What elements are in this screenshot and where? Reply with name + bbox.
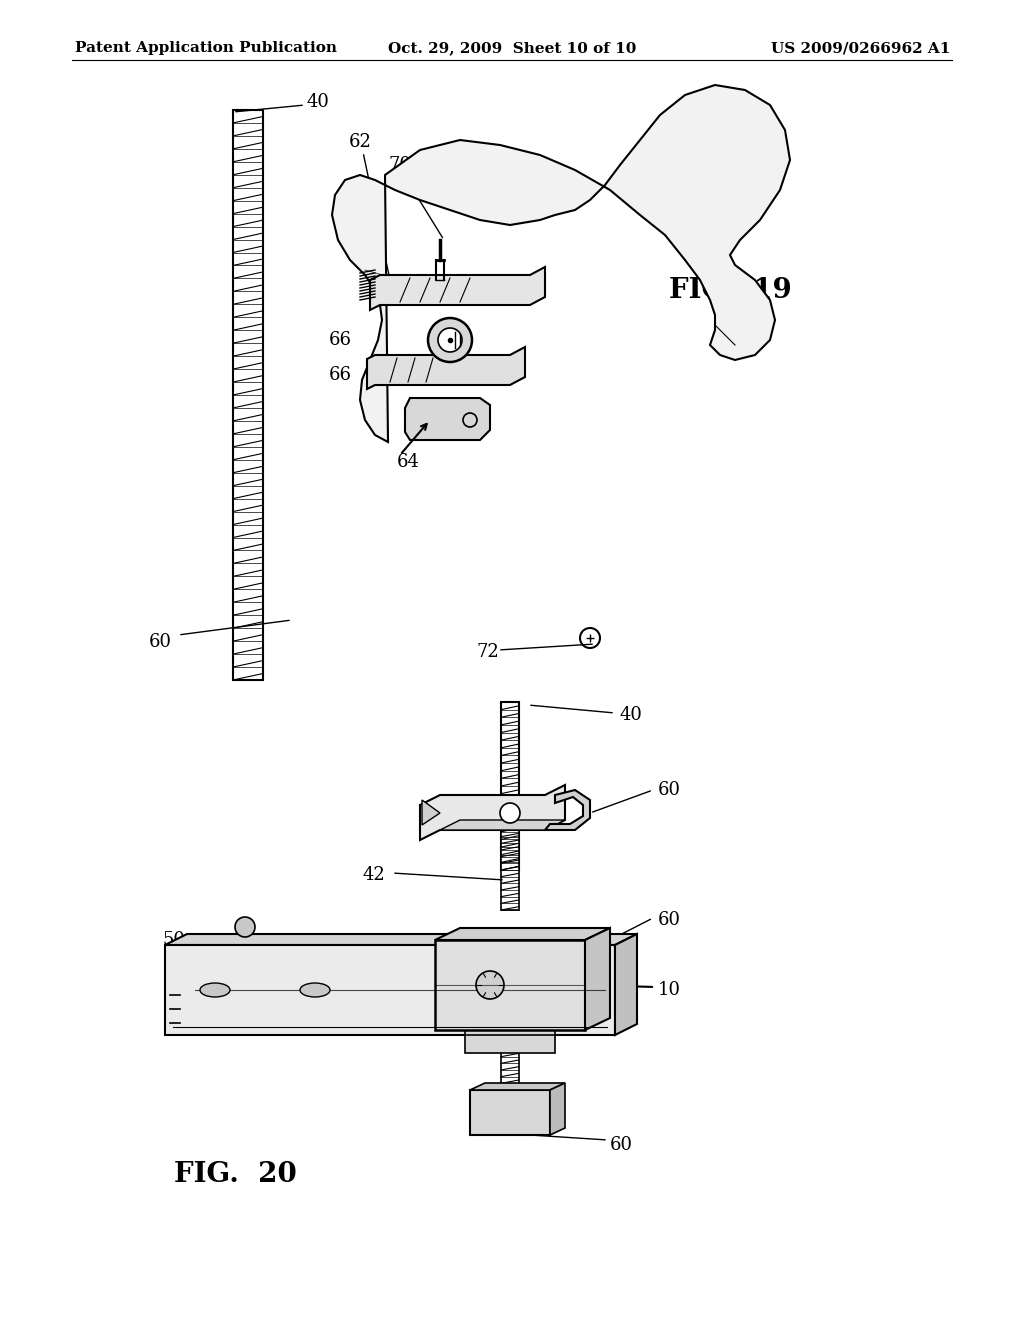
Polygon shape xyxy=(615,935,637,1035)
Text: 70: 70 xyxy=(388,156,412,174)
Ellipse shape xyxy=(300,983,330,997)
Text: FIG.  20: FIG. 20 xyxy=(174,1162,296,1188)
Text: 60: 60 xyxy=(610,1137,633,1154)
Text: 40: 40 xyxy=(306,92,330,111)
Polygon shape xyxy=(233,110,263,680)
Circle shape xyxy=(438,327,462,352)
Text: 42: 42 xyxy=(362,866,385,884)
Text: 60: 60 xyxy=(658,911,681,929)
Polygon shape xyxy=(406,399,490,440)
Polygon shape xyxy=(420,785,565,840)
Polygon shape xyxy=(501,702,519,870)
Polygon shape xyxy=(470,1082,565,1090)
Polygon shape xyxy=(545,789,590,830)
Text: 60: 60 xyxy=(148,634,171,651)
Text: US 2009/0266962 A1: US 2009/0266962 A1 xyxy=(771,41,950,55)
Polygon shape xyxy=(435,928,610,940)
Polygon shape xyxy=(435,940,585,1030)
Polygon shape xyxy=(370,267,545,310)
Polygon shape xyxy=(470,1090,550,1135)
Circle shape xyxy=(500,803,520,822)
Text: 64: 64 xyxy=(396,453,420,471)
Polygon shape xyxy=(367,347,525,389)
Text: 50: 50 xyxy=(162,931,185,949)
Text: 60: 60 xyxy=(658,781,681,799)
Text: 62: 62 xyxy=(348,133,372,150)
Polygon shape xyxy=(501,1030,519,1090)
Text: 66: 66 xyxy=(329,366,351,384)
Polygon shape xyxy=(440,820,565,830)
Circle shape xyxy=(428,318,472,362)
Polygon shape xyxy=(585,928,610,1030)
Polygon shape xyxy=(465,1028,555,1053)
Circle shape xyxy=(234,917,255,937)
Polygon shape xyxy=(332,84,790,442)
Text: Patent Application Publication: Patent Application Publication xyxy=(75,41,337,55)
Text: Oct. 29, 2009  Sheet 10 of 10: Oct. 29, 2009 Sheet 10 of 10 xyxy=(388,41,636,55)
Text: 10: 10 xyxy=(658,981,681,999)
Polygon shape xyxy=(422,800,440,825)
Polygon shape xyxy=(165,935,637,945)
Text: 66: 66 xyxy=(329,331,351,348)
Text: 40: 40 xyxy=(620,706,643,723)
Polygon shape xyxy=(550,1082,565,1135)
Circle shape xyxy=(476,972,504,999)
Ellipse shape xyxy=(200,983,230,997)
Text: 72: 72 xyxy=(476,643,500,661)
Text: FIG.  19: FIG. 19 xyxy=(669,276,792,304)
Polygon shape xyxy=(501,830,519,909)
Polygon shape xyxy=(165,945,615,1035)
